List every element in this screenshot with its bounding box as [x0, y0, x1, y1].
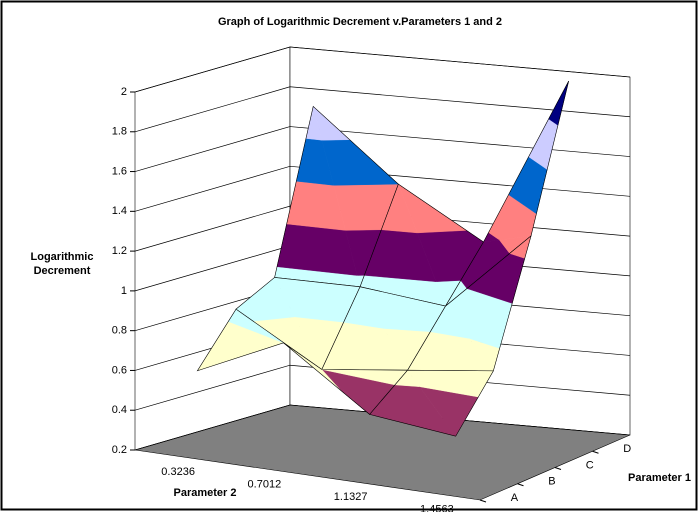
grid-line [134, 364, 631, 411]
depth-tick [554, 467, 562, 470]
x-tick-label: 0.7012 [248, 479, 282, 491]
x-tick-label: 0.3236 [161, 466, 195, 478]
y-axis-title: Logarithmic Decrement [30, 251, 94, 277]
depth-axis-title: Parameter 1 [628, 472, 691, 484]
x-tick-label: 1.1327 [334, 491, 368, 503]
grid-line [134, 86, 631, 133]
depth-tick [517, 483, 524, 487]
y-tick-label: 0.2 [112, 444, 127, 456]
depth-tick [592, 450, 599, 454]
grid-line [134, 126, 631, 172]
x-axis-title: Parameter 2 [174, 487, 237, 499]
y-tick-label: 1.4 [112, 205, 127, 217]
y-tick-label: 0.4 [112, 404, 127, 416]
depth-tick-label: C [586, 459, 594, 471]
depth-tick-label: D [623, 443, 631, 455]
y-tick-label: 0.8 [112, 325, 127, 337]
grid-line [134, 404, 631, 451]
depth-tick-label: A [511, 492, 519, 504]
y-tick-label: 2 [121, 86, 127, 98]
side-wall [134, 46, 291, 451]
y-tick-label: 1.6 [112, 165, 127, 177]
surface-cell-outline [369, 369, 494, 437]
y-tick-label: 1 [121, 285, 127, 297]
chart-title: Graph of Logarithmic Decrement v.Paramet… [218, 16, 502, 28]
surface [196, 80, 569, 437]
y-tick-label: 1.2 [112, 245, 127, 257]
y-tick-label: 0.6 [112, 364, 127, 376]
depth-tick-label: B [548, 476, 555, 488]
grid-line [134, 46, 631, 93]
surface-band [276, 223, 358, 276]
x-tick-label: 1.4563 [420, 504, 454, 512]
depth-tick [479, 499, 487, 503]
y-tick-label: 1.8 [112, 126, 127, 138]
